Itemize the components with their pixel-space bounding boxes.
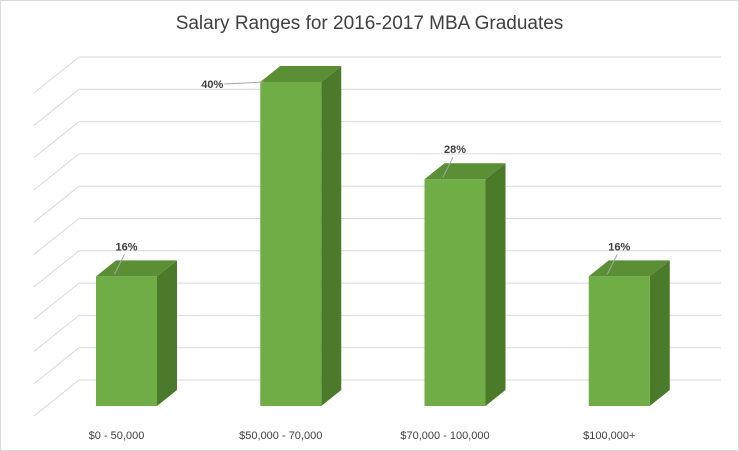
- gridline-diagonal: [33, 315, 80, 352]
- leader-line: [442, 156, 454, 178]
- bar-side: [157, 260, 177, 406]
- leader-line: [606, 254, 618, 275]
- chart-title: Salary Ranges for 2016-2017 MBA Graduate…: [175, 13, 564, 34]
- category-label: $100,000+: [583, 430, 635, 442]
- bar: [424, 179, 486, 406]
- bar: [588, 276, 650, 406]
- gridline-diagonal: [33, 379, 80, 417]
- bar: [96, 276, 157, 406]
- bar-top: [96, 260, 177, 277]
- gridline-diagonal: [33, 347, 80, 385]
- gridline-diagonal: [33, 88, 80, 126]
- gridline-diagonal: [33, 56, 80, 94]
- leader-line: [114, 254, 125, 275]
- category-label: $50,000 - 70,000: [239, 430, 322, 442]
- category-label: $70,000 - 100,000: [400, 430, 489, 442]
- bar-side: [649, 260, 670, 406]
- gridline-diagonal: [33, 153, 80, 191]
- gridline-diagonal: [33, 121, 80, 158]
- gridline-diagonal: [33, 250, 80, 288]
- data-label: 16%: [608, 241, 630, 253]
- category-label: $0 - 50,000: [89, 430, 145, 442]
- bar-top: [260, 66, 342, 82]
- data-label: 28%: [444, 144, 466, 156]
- bar-top: [424, 163, 506, 180]
- bar-side: [485, 163, 506, 406]
- gridline-diagonal: [33, 282, 80, 320]
- data-label: 40%: [201, 79, 223, 91]
- leader-line: [224, 81, 265, 85]
- gridline-diagonal: [33, 185, 80, 223]
- bar: [260, 82, 322, 406]
- labels: $0 - 50,000 16% $50,000 - 70,000 40% $70,000…: [89, 79, 636, 442]
- bar-top: [588, 260, 670, 277]
- gridline-diagonal: [33, 218, 80, 255]
- bar-side: [321, 66, 342, 406]
- bars: [96, 66, 670, 406]
- data-label: 16%: [115, 241, 137, 253]
